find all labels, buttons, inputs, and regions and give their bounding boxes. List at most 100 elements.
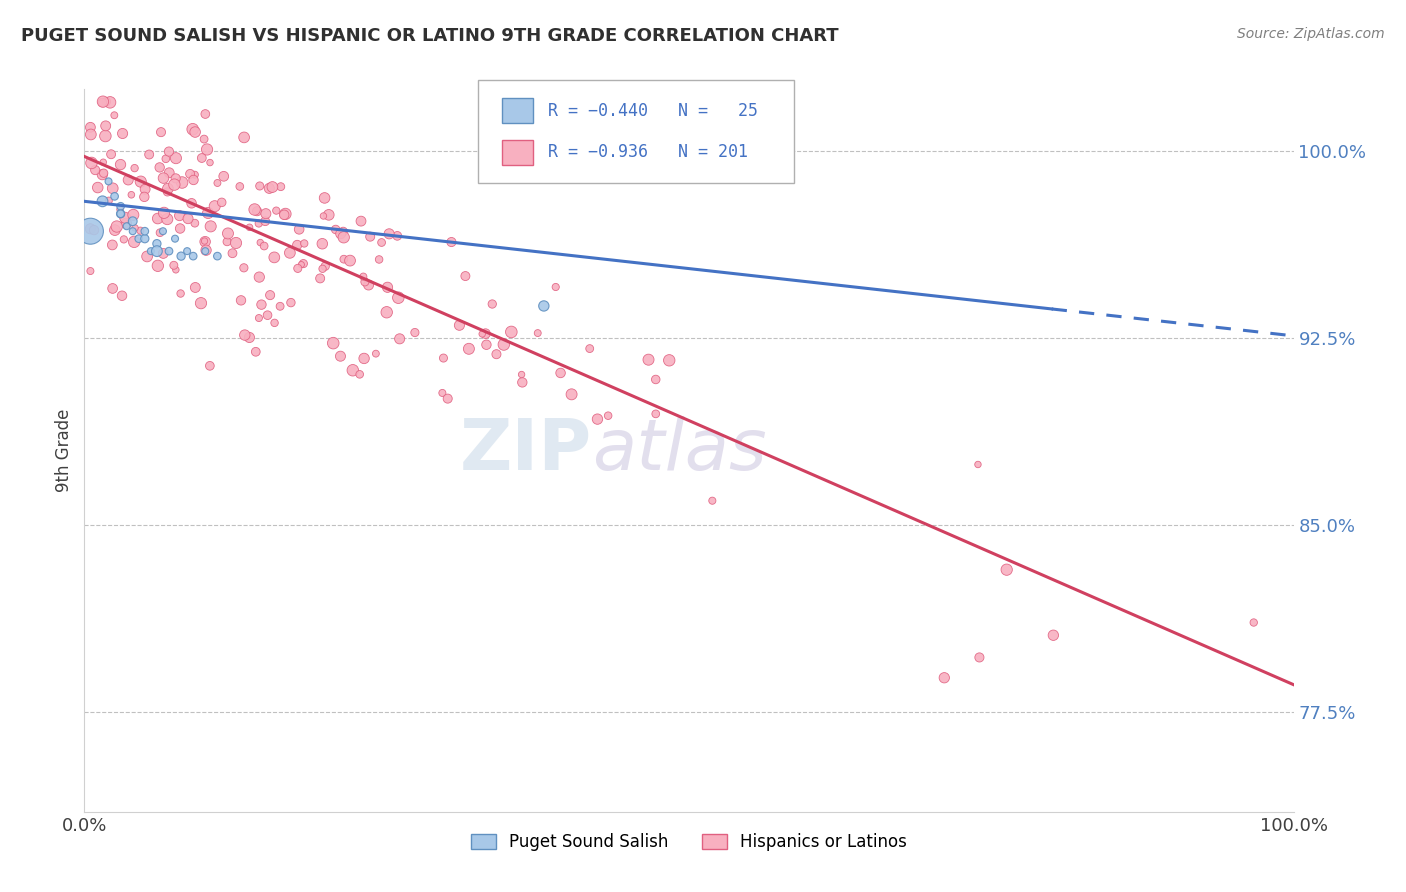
Point xyxy=(533,299,555,313)
Point xyxy=(165,171,187,186)
Point xyxy=(176,244,198,259)
Point xyxy=(129,224,152,238)
Point xyxy=(233,328,256,343)
Point xyxy=(212,169,235,184)
Point xyxy=(644,407,666,421)
Point xyxy=(544,280,567,294)
Point xyxy=(200,219,222,234)
Point xyxy=(259,288,281,302)
Point xyxy=(122,208,145,222)
Point xyxy=(481,297,503,311)
Point xyxy=(122,235,145,249)
Point xyxy=(121,214,143,228)
Legend: Puget Sound Salish, Hispanics or Latinos: Puget Sound Salish, Hispanics or Latinos xyxy=(464,826,914,857)
Point xyxy=(91,168,114,182)
Point xyxy=(191,151,214,165)
Point xyxy=(121,224,143,238)
Point xyxy=(83,223,105,237)
Text: ZIP: ZIP xyxy=(460,416,592,485)
Point xyxy=(111,289,134,303)
Point xyxy=(253,239,276,253)
Point xyxy=(120,187,142,202)
Point xyxy=(550,366,572,380)
Point xyxy=(157,166,180,180)
Point xyxy=(79,221,101,235)
Point xyxy=(644,372,666,386)
Point xyxy=(97,174,120,188)
Point xyxy=(112,232,135,246)
Point xyxy=(364,346,387,360)
Point xyxy=(995,563,1018,577)
Point xyxy=(510,368,533,382)
Text: Source: ZipAtlas.com: Source: ZipAtlas.com xyxy=(1237,27,1385,41)
Point xyxy=(702,493,724,508)
Point xyxy=(195,243,218,257)
Point xyxy=(388,332,411,346)
Point xyxy=(101,238,124,252)
Point xyxy=(184,216,207,230)
Point xyxy=(329,349,352,363)
Point xyxy=(449,318,471,333)
Point xyxy=(247,216,270,230)
Point xyxy=(229,179,252,194)
Point xyxy=(471,326,494,341)
Point xyxy=(637,352,659,367)
Point xyxy=(353,351,375,366)
Point xyxy=(170,249,193,263)
Point xyxy=(91,194,114,209)
Point xyxy=(128,232,150,246)
Point xyxy=(104,223,127,237)
Point xyxy=(110,157,132,171)
Point xyxy=(598,409,620,423)
Point xyxy=(278,245,301,260)
Point xyxy=(114,211,136,225)
Point xyxy=(475,337,498,351)
Point xyxy=(163,258,186,272)
Point xyxy=(129,175,152,189)
Point xyxy=(262,180,284,194)
Point xyxy=(238,330,260,344)
Point xyxy=(349,368,371,382)
Point xyxy=(357,277,380,292)
Point xyxy=(198,359,221,373)
Point xyxy=(274,207,297,221)
Point xyxy=(287,261,309,276)
Point xyxy=(322,336,344,351)
Point xyxy=(193,234,215,248)
Point xyxy=(165,232,187,246)
Point xyxy=(134,190,156,204)
Point xyxy=(211,195,233,210)
Point xyxy=(150,125,173,139)
Point xyxy=(263,316,285,330)
Point xyxy=(221,246,243,260)
Point xyxy=(485,347,508,361)
Point xyxy=(96,95,118,109)
Point xyxy=(378,227,401,241)
Point xyxy=(454,268,477,283)
Point xyxy=(292,236,315,251)
Point xyxy=(658,353,681,368)
Point xyxy=(263,251,285,265)
Point xyxy=(153,206,176,220)
Point xyxy=(312,209,335,223)
Point xyxy=(195,143,218,157)
Point xyxy=(91,95,114,110)
Point xyxy=(156,181,179,195)
Point xyxy=(292,257,315,271)
Point xyxy=(457,342,479,356)
Point xyxy=(375,305,398,319)
Point xyxy=(146,211,169,226)
Point xyxy=(314,191,336,205)
Point xyxy=(561,387,583,401)
Text: R = −0.440   N =   25: R = −0.440 N = 25 xyxy=(548,102,758,120)
Point xyxy=(249,235,271,250)
Point xyxy=(136,249,159,263)
Point xyxy=(117,173,139,187)
Point xyxy=(115,216,138,230)
Point xyxy=(967,458,990,472)
Point xyxy=(110,207,132,221)
Point xyxy=(124,221,146,235)
Point xyxy=(245,344,267,359)
Point xyxy=(273,208,295,222)
Point xyxy=(198,155,221,169)
